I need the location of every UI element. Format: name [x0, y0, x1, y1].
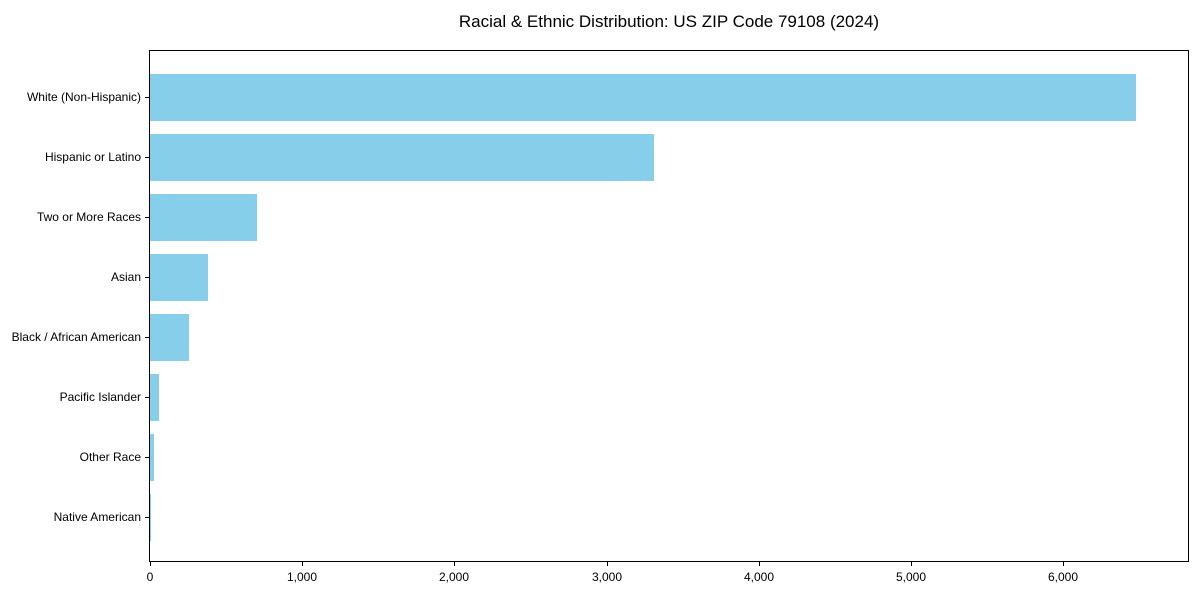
y-tick-mark — [145, 157, 149, 158]
chart-title: Racial & Ethnic Distribution: US ZIP Cod… — [458, 12, 880, 31]
y-tick-mark — [145, 217, 149, 218]
x-tick-label: 2,000 — [438, 570, 470, 584]
y-tick-mark — [145, 97, 149, 98]
y-tick-label: Other Race — [79, 450, 141, 464]
y-tick-label: Native American — [53, 510, 141, 524]
plot-area — [149, 50, 1189, 562]
x-tick-label: 6,000 — [1047, 570, 1079, 584]
bar — [150, 134, 654, 181]
bar — [150, 254, 208, 301]
x-tick-mark — [1063, 562, 1064, 566]
x-tick-label: 5,000 — [895, 570, 927, 584]
x-tick-label: 1,000 — [286, 570, 318, 584]
x-tick-mark — [759, 562, 760, 566]
y-tick-label: Pacific Islander — [59, 390, 141, 404]
x-tick-mark — [607, 562, 608, 566]
bar — [150, 494, 151, 541]
y-tick-label: Black / African American — [11, 330, 141, 344]
y-tick-label: Hispanic or Latino — [44, 150, 141, 164]
bar — [150, 434, 154, 481]
y-tick-mark — [145, 337, 149, 338]
y-tick-mark — [145, 457, 149, 458]
y-tick-mark — [145, 517, 149, 518]
y-tick-label: Two or More Races — [36, 210, 141, 224]
y-tick-mark — [145, 277, 149, 278]
bar — [150, 74, 1136, 121]
x-tick-mark — [150, 562, 151, 566]
x-tick-mark — [454, 562, 455, 566]
x-tick-mark — [302, 562, 303, 566]
x-tick-label: 0 — [146, 570, 154, 584]
bar — [150, 374, 159, 421]
x-tick-mark — [911, 562, 912, 566]
y-tick-mark — [145, 397, 149, 398]
x-tick-label: 3,000 — [591, 570, 623, 584]
bar — [150, 314, 189, 361]
bar — [150, 194, 257, 241]
y-tick-label: White (Non-Hispanic) — [26, 90, 141, 104]
x-tick-label: 4,000 — [743, 570, 775, 584]
y-tick-label: Asian — [110, 270, 141, 284]
